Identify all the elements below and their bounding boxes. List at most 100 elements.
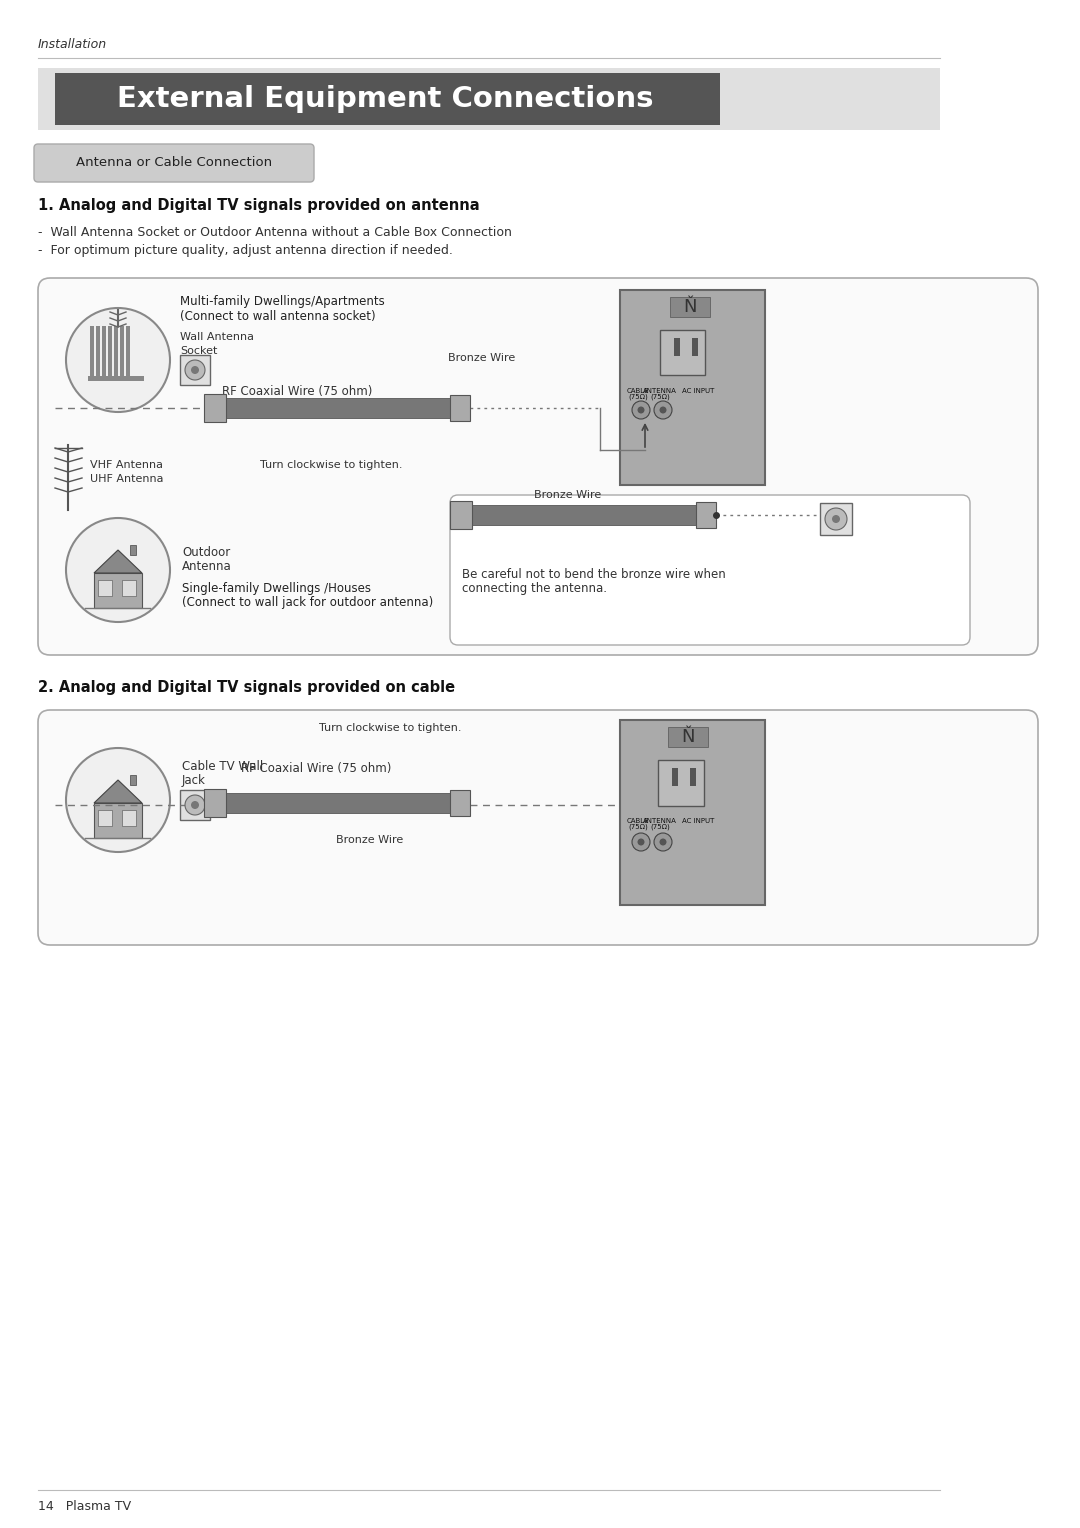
Text: Cable TV Wall: Cable TV Wall bbox=[183, 759, 264, 773]
Text: -  For optimum picture quality, adjust antenna direction if needed.: - For optimum picture quality, adjust an… bbox=[38, 244, 453, 257]
Bar bbox=[94, 804, 141, 837]
Bar bbox=[122, 810, 136, 827]
Bar bbox=[696, 503, 716, 529]
Bar bbox=[660, 330, 705, 374]
Text: (Connect to wall antenna socket): (Connect to wall antenna socket) bbox=[180, 310, 376, 322]
Bar bbox=[94, 573, 141, 608]
Bar bbox=[180, 354, 210, 385]
Bar bbox=[670, 296, 710, 316]
Text: Antenna or Cable Connection: Antenna or Cable Connection bbox=[76, 156, 272, 170]
Text: RF Coaxial Wire (75 ohm): RF Coaxial Wire (75 ohm) bbox=[222, 385, 373, 397]
Text: Socket: Socket bbox=[180, 345, 217, 356]
Bar bbox=[450, 501, 472, 529]
Text: (75Ω): (75Ω) bbox=[650, 824, 670, 831]
FancyBboxPatch shape bbox=[33, 144, 314, 182]
FancyBboxPatch shape bbox=[38, 278, 1038, 656]
Text: Bronze Wire: Bronze Wire bbox=[535, 490, 602, 500]
Text: AC INPUT: AC INPUT bbox=[681, 817, 714, 824]
Circle shape bbox=[191, 801, 199, 808]
Text: Bronze Wire: Bronze Wire bbox=[448, 353, 515, 364]
Circle shape bbox=[637, 406, 645, 414]
Bar bbox=[108, 325, 112, 377]
Text: Be careful not to bend the bronze wire when: Be careful not to bend the bronze wire w… bbox=[462, 568, 726, 581]
Text: Antenna: Antenna bbox=[183, 559, 232, 573]
FancyBboxPatch shape bbox=[450, 495, 970, 645]
Text: Turn clockwise to tighten.: Turn clockwise to tighten. bbox=[260, 460, 403, 471]
Bar bbox=[102, 325, 106, 377]
Circle shape bbox=[66, 309, 170, 413]
Circle shape bbox=[660, 839, 666, 845]
Bar bbox=[130, 545, 136, 555]
Text: Turn clockwise to tighten.: Turn clockwise to tighten. bbox=[319, 723, 461, 733]
Bar bbox=[692, 338, 698, 356]
Text: ANTENNA: ANTENNA bbox=[643, 817, 677, 824]
Bar bbox=[98, 810, 112, 827]
Text: (75Ω): (75Ω) bbox=[629, 394, 648, 400]
Text: 14   Plasma TV: 14 Plasma TV bbox=[38, 1500, 131, 1513]
Bar bbox=[38, 69, 940, 130]
Bar bbox=[204, 394, 226, 422]
Circle shape bbox=[637, 839, 645, 845]
Text: Bronze Wire: Bronze Wire bbox=[336, 834, 404, 845]
Text: (75Ω): (75Ω) bbox=[629, 824, 648, 831]
Circle shape bbox=[632, 400, 650, 419]
Text: External Equipment Connections: External Equipment Connections bbox=[117, 86, 653, 113]
Text: CABLE: CABLE bbox=[626, 817, 649, 824]
Text: -  Wall Antenna Socket or Outdoor Antenna without a Cable Box Connection: - Wall Antenna Socket or Outdoor Antenna… bbox=[38, 226, 512, 238]
Bar bbox=[672, 769, 678, 785]
Text: ANTENNA: ANTENNA bbox=[643, 388, 677, 394]
Bar bbox=[98, 581, 112, 596]
Bar bbox=[820, 503, 852, 535]
Circle shape bbox=[66, 518, 170, 622]
Circle shape bbox=[185, 795, 205, 814]
Text: Single-family Dwellings /Houses: Single-family Dwellings /Houses bbox=[183, 582, 372, 594]
Circle shape bbox=[191, 367, 199, 374]
Bar bbox=[55, 73, 720, 125]
Text: Jack: Jack bbox=[183, 775, 206, 787]
Bar bbox=[130, 775, 136, 785]
Text: AC INPUT: AC INPUT bbox=[681, 388, 714, 394]
Bar bbox=[126, 325, 130, 377]
Text: (75Ω): (75Ω) bbox=[650, 394, 670, 400]
Bar bbox=[87, 376, 144, 380]
Bar bbox=[212, 397, 453, 419]
Circle shape bbox=[185, 361, 205, 380]
FancyBboxPatch shape bbox=[38, 711, 1038, 944]
Circle shape bbox=[66, 749, 170, 853]
Polygon shape bbox=[94, 550, 141, 573]
Text: Installation: Installation bbox=[38, 38, 107, 50]
Bar bbox=[450, 790, 470, 816]
Bar bbox=[450, 396, 470, 422]
Text: CABLE: CABLE bbox=[626, 388, 649, 394]
Bar bbox=[674, 338, 680, 356]
Text: UHF Antenna: UHF Antenna bbox=[90, 474, 163, 484]
Bar bbox=[620, 720, 765, 905]
Text: 1. Analog and Digital TV signals provided on antenna: 1. Analog and Digital TV signals provide… bbox=[38, 199, 480, 212]
Bar bbox=[458, 504, 698, 526]
Bar bbox=[212, 793, 453, 813]
Bar bbox=[114, 325, 118, 377]
Bar bbox=[180, 790, 210, 821]
Circle shape bbox=[660, 406, 666, 414]
Bar bbox=[90, 325, 94, 377]
Bar bbox=[204, 788, 226, 817]
Bar bbox=[620, 290, 765, 484]
Circle shape bbox=[832, 515, 840, 523]
Circle shape bbox=[632, 833, 650, 851]
Bar bbox=[122, 581, 136, 596]
Circle shape bbox=[654, 833, 672, 851]
Text: Outdoor: Outdoor bbox=[183, 545, 230, 559]
Text: VHF Antenna: VHF Antenna bbox=[90, 460, 163, 471]
Text: 2. Analog and Digital TV signals provided on cable: 2. Analog and Digital TV signals provide… bbox=[38, 680, 455, 695]
Bar bbox=[658, 759, 704, 805]
Circle shape bbox=[825, 507, 847, 530]
Bar bbox=[669, 727, 708, 747]
Text: connecting the antenna.: connecting the antenna. bbox=[462, 582, 607, 594]
Bar bbox=[690, 769, 696, 785]
Text: Ň: Ň bbox=[684, 298, 697, 316]
Bar bbox=[120, 325, 124, 377]
Text: Wall Antenna: Wall Antenna bbox=[180, 332, 254, 342]
Text: (Connect to wall jack for outdoor antenna): (Connect to wall jack for outdoor antenn… bbox=[183, 596, 433, 610]
Text: Ň: Ň bbox=[681, 727, 694, 746]
Text: Multi-family Dwellings/Apartments: Multi-family Dwellings/Apartments bbox=[180, 295, 384, 309]
